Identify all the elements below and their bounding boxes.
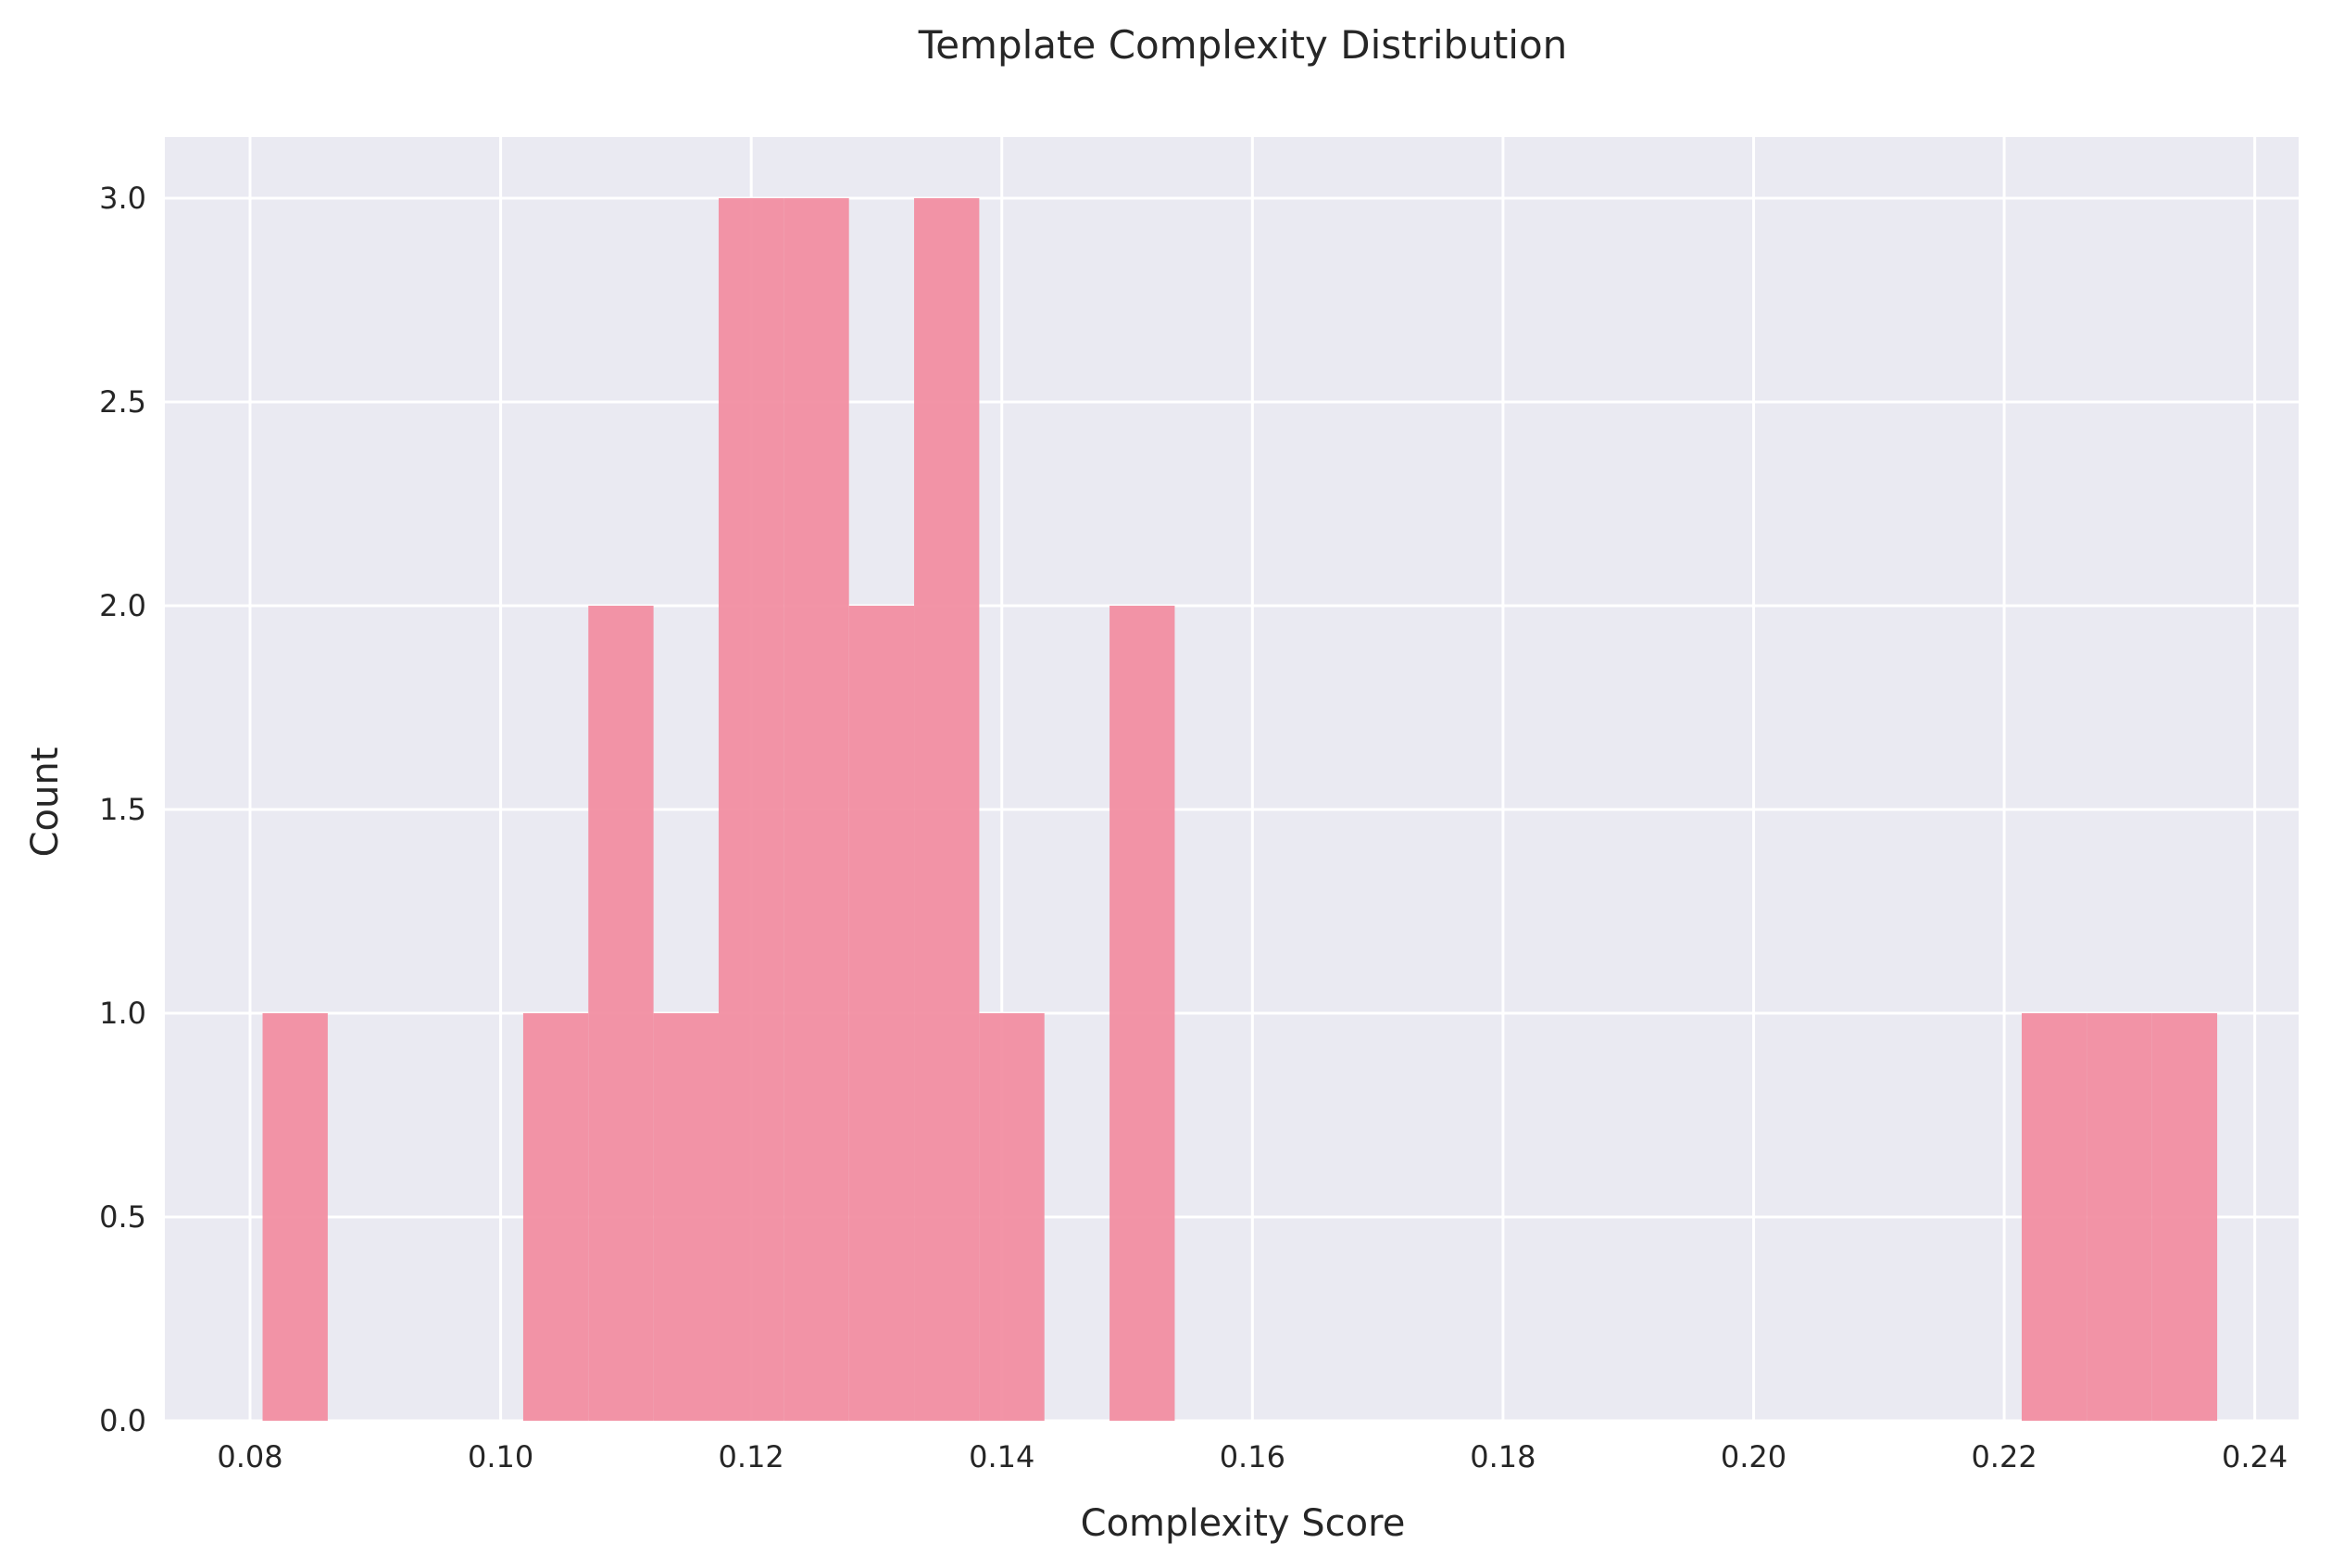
- histogram-bar: [588, 606, 654, 1421]
- x-tick-label: 0.18: [1470, 1439, 1536, 1474]
- histogram-bar: [2087, 1013, 2152, 1421]
- x-tick-label: 0.08: [217, 1439, 282, 1474]
- histogram-bar: [2022, 1013, 2087, 1421]
- histogram-bar: [522, 1013, 589, 1421]
- grid-lines: [165, 137, 2299, 1423]
- x-tick-label: 0.24: [2222, 1439, 2288, 1474]
- histogram-bar: [848, 606, 915, 1421]
- x-tick-label: 0.12: [719, 1439, 784, 1474]
- y-tick-label: 0.5: [99, 1199, 146, 1235]
- y-tick-label: 1.0: [99, 996, 146, 1031]
- x-tick-label: 0.22: [1971, 1439, 2037, 1474]
- y-tick-label: 2.0: [99, 588, 146, 623]
- y-tick-label: 0.0: [99, 1403, 146, 1438]
- histogram-bar: [914, 198, 980, 1421]
- plot-area: [165, 137, 2299, 1421]
- histogram-bar: [653, 1013, 719, 1421]
- y-axis-label: Count: [24, 747, 67, 858]
- y-tick-label: 3.0: [99, 181, 146, 216]
- y-tick-label: 1.5: [99, 792, 146, 827]
- x-tick-label: 0.20: [1721, 1439, 1786, 1474]
- y-axis-ticks: 0.0 0.5 1.0 1.5 2.0 2.5 3.0: [99, 181, 146, 1438]
- x-axis-ticks: 0.08 0.10 0.12 0.14 0.16 0.18 0.20 0.22 0.24: [217, 1439, 2288, 1474]
- histogram-bar: [262, 1013, 328, 1421]
- x-tick-label: 0.10: [468, 1439, 533, 1474]
- x-axis-label: Complexity Score: [1081, 1502, 1406, 1545]
- histogram-bar: [718, 198, 784, 1421]
- histogram-bar: [783, 198, 849, 1421]
- chart-title: Template Complexity Distribution: [918, 22, 1568, 68]
- x-tick-label: 0.16: [1220, 1439, 1285, 1474]
- bars: [262, 198, 2218, 1421]
- histogram-bar: [979, 1013, 1045, 1421]
- y-tick-label: 2.5: [99, 384, 146, 420]
- x-tick-label: 0.14: [969, 1439, 1034, 1474]
- histogram-bar: [1109, 606, 1175, 1421]
- histogram-bar: [2151, 1013, 2218, 1421]
